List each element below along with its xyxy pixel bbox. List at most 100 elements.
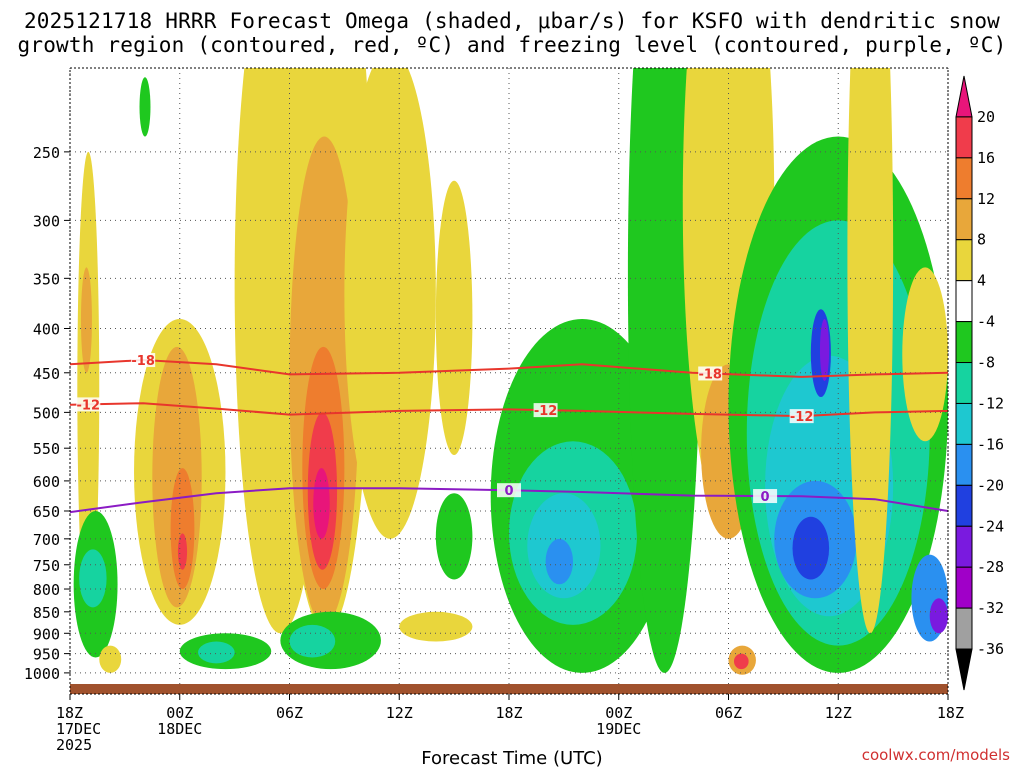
y-tick-label: 600	[33, 473, 60, 491]
omega-region-39	[902, 267, 948, 442]
colorbar-bin	[955, 443, 973, 486]
y-tick-label: 450	[33, 365, 60, 383]
contour-label-bg	[76, 397, 101, 412]
omega-region-3	[79, 549, 107, 608]
x-tick-label: 12Z	[825, 704, 852, 722]
contour-label: -18	[131, 354, 155, 369]
colorbar-label: -16	[977, 435, 1004, 453]
omega-region-35	[792, 516, 830, 580]
contour-label-bg	[698, 366, 723, 381]
y-tick-label: 400	[33, 321, 60, 339]
colorbar-bin	[955, 607, 973, 650]
x-tick-label: 19DEC	[596, 720, 641, 738]
colorbar-label: -20	[977, 476, 1004, 494]
omega-region-38	[847, 68, 894, 634]
colorbar-bin	[955, 239, 973, 282]
y-tick-label: 350	[33, 270, 60, 288]
colorbar-bin	[955, 321, 973, 364]
chart-title-line1: 2025121718 HRRR Forecast Omega (shaded, …	[23, 9, 1001, 33]
colorbar-bin	[955, 116, 973, 159]
contour-label: -12	[790, 410, 814, 425]
contour-label: -12	[534, 404, 558, 419]
y-tick-label: 800	[33, 581, 60, 599]
colorbar-label: 8	[977, 231, 986, 249]
x-tick-label: 18Z	[56, 704, 83, 722]
omega-region-17	[435, 180, 473, 455]
x-tick-label: 06Z	[276, 704, 303, 722]
omega-region-16	[344, 68, 436, 539]
y-tick-label: 900	[33, 625, 60, 643]
x-tick-label: 18Z	[495, 704, 522, 722]
omega-region-37	[819, 318, 830, 382]
omega-region-4	[99, 645, 122, 673]
omega-region-15	[313, 468, 330, 539]
colorbar-label: -4	[977, 313, 995, 331]
y-axis: 250 300 350 400 450 500 550 600 650 700 750 800 850 9…	[24, 144, 70, 683]
omega-region-27	[545, 538, 574, 585]
omega-region-5	[139, 77, 151, 137]
colorbar-label: -24	[977, 517, 1004, 535]
colorbar-bin	[955, 198, 973, 241]
colorbar-bin	[955, 566, 973, 609]
omega-region-9	[177, 533, 188, 570]
y-tick-label: 500	[33, 404, 60, 422]
y-tick-label: 700	[33, 531, 60, 549]
x-tick-label: 00Z	[605, 704, 632, 722]
colorbar-bottom-arrow	[955, 648, 973, 691]
x-axis-title: Forecast Time (UTC)	[421, 748, 603, 769]
colorbar: 20 16 12 8 4 -4 -8 -12 -16 -20 -24 -28 -32 -36	[955, 75, 1004, 691]
y-tick-label: 300	[33, 212, 60, 230]
omega-region-20	[198, 641, 235, 664]
colorbar-label: -32	[977, 599, 1004, 617]
ground-surface	[70, 684, 948, 694]
omega-region-1	[80, 267, 92, 373]
colorbar-bin	[955, 157, 973, 200]
contour-label-bg	[497, 483, 521, 498]
contour-label: -12	[77, 398, 101, 413]
colorbar-label: 4	[977, 272, 986, 290]
colorbar-label: 16	[977, 149, 995, 167]
contour-label: 0	[761, 490, 770, 505]
omega-region-21	[289, 624, 336, 658]
credit-text: coolwx.com/models	[861, 746, 1010, 764]
y-tick-label: 550	[33, 440, 60, 458]
y-tick-label: 1000	[24, 665, 60, 683]
colorbar-label: 20	[977, 108, 995, 126]
colorbar-bin	[955, 402, 973, 445]
omega-region-22	[399, 611, 473, 642]
contour-label-bg	[533, 403, 558, 418]
y-tick-label: 250	[33, 144, 60, 162]
x-tick-label: 18Z	[937, 704, 964, 722]
contour-label-bg	[753, 489, 778, 504]
colorbar-label: -36	[977, 640, 1004, 658]
contour-label: -18	[698, 367, 722, 382]
colorbar-top-arrow	[955, 75, 973, 118]
y-tick-label: 850	[33, 604, 60, 622]
contour-0	[70, 358, 948, 378]
y-tick-label: 950	[33, 646, 60, 664]
y-tick-label: 750	[33, 557, 60, 575]
omega-region-0	[77, 151, 100, 625]
temperature-contours: -18 -18 -12 -12 -12 0 0	[70, 353, 948, 514]
x-tick-label: 06Z	[715, 704, 742, 722]
omega-region-8	[170, 468, 195, 590]
colorbar-bin	[955, 525, 973, 568]
colorbar-label: -28	[977, 558, 1004, 576]
contour-label-bg	[131, 353, 156, 368]
x-tick-label: 18DEC	[157, 720, 202, 738]
omega-region-41	[929, 598, 948, 634]
contour-label: 0	[504, 484, 513, 499]
colorbar-bin	[955, 362, 973, 404]
contour-label-bg	[789, 409, 814, 424]
chart-title-line2: growth region (contoured, red, ºC) and f…	[17, 33, 1007, 57]
contour-1	[70, 402, 948, 418]
colorbar-bin	[955, 484, 973, 527]
x-tick-label: 17DEC	[56, 720, 101, 738]
x-tick-label: 00Z	[166, 704, 193, 722]
x-tick-label: 12Z	[386, 704, 413, 722]
colorbar-bin	[955, 280, 973, 323]
x-tick-label: 2025	[56, 736, 92, 754]
colorbar-label: -12	[977, 394, 1004, 412]
